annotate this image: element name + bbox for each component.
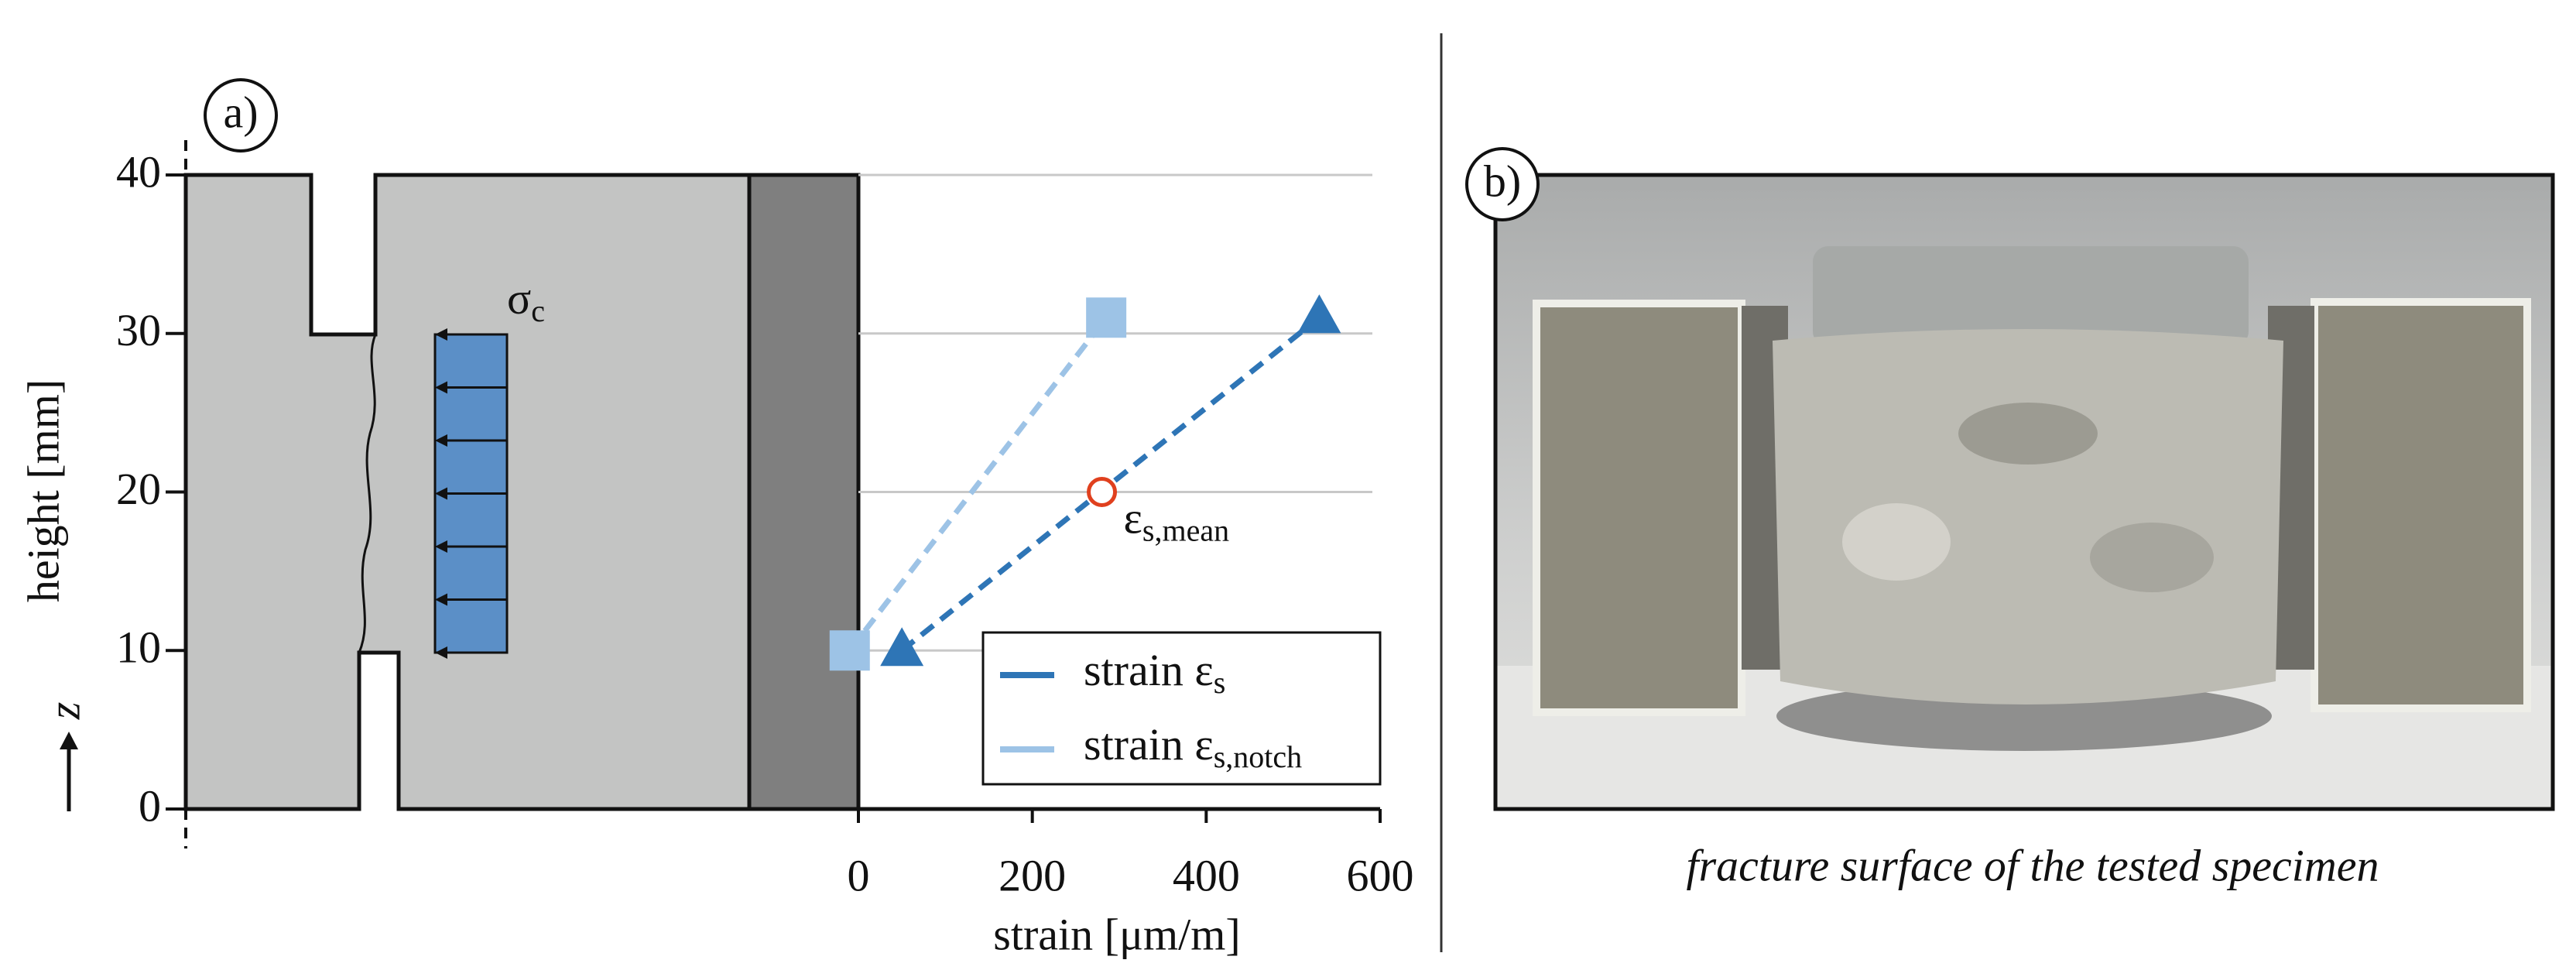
stress-arrowhead (435, 646, 447, 659)
y-tick-label: 10 (116, 622, 161, 673)
surface-spot (1958, 403, 2098, 465)
x-tick-label: 200 (999, 850, 1066, 900)
stress-arrowhead (435, 593, 447, 606)
z-label: z (39, 702, 89, 721)
y-tick-label: 20 (116, 464, 161, 514)
legend-label: strain εs (1084, 645, 1225, 700)
y-axis-label: height [mm] (18, 379, 68, 602)
stress-arrowhead (435, 487, 447, 500)
panel-label: b) (1484, 156, 1521, 206)
z-arrowhead (60, 732, 78, 749)
mean-marker (1087, 477, 1118, 507)
photo-caption: fracture surface of the tested specimen (1686, 840, 2379, 890)
marker (1086, 297, 1127, 338)
stress-subscript: c (531, 293, 545, 328)
marker (829, 630, 870, 671)
x-tick-label: 400 (1173, 850, 1240, 900)
surface-spot (1842, 503, 1951, 581)
x-tick-label: 600 (1347, 850, 1414, 900)
y-tick-label: 0 (139, 780, 161, 831)
photo-frame (1493, 173, 2555, 811)
left-block (1533, 300, 1745, 716)
stress-label: σc (507, 273, 545, 328)
stress-arrowhead (435, 328, 447, 341)
mean-symbol: ε (1124, 493, 1142, 543)
panel-label: a) (223, 87, 258, 137)
surface-spot (2090, 523, 2214, 592)
legend-name: strain ε (1084, 645, 1214, 695)
marker (1297, 294, 1341, 334)
stress-arrowhead (435, 381, 447, 394)
x-axis-label: strain [μm/m] (993, 909, 1240, 959)
panel-label-circle (204, 78, 278, 153)
cylinder-top (1813, 246, 2249, 347)
mean-label: εs,mean (1124, 493, 1230, 548)
x-tick-label: 0 (848, 850, 870, 900)
marker (880, 627, 924, 667)
legend-subscript: s (1214, 665, 1226, 700)
y-tick-label: 30 (116, 305, 161, 355)
y-tick-label: 40 (116, 146, 161, 197)
right-block (2311, 298, 2531, 712)
stress-arrowhead (435, 540, 447, 553)
photo (1495, 175, 2553, 809)
series-line (847, 316, 1108, 653)
stress-arrows (435, 328, 507, 659)
cylinder-body (1773, 329, 2283, 704)
steel-ring (747, 173, 861, 811)
stress-arrowhead (435, 434, 447, 447)
series-line (899, 315, 1321, 653)
legend-box (981, 631, 1382, 786)
crack (311, 333, 378, 653)
stress-symbol: σ (507, 273, 531, 324)
panel-label-circle (1465, 147, 1540, 221)
mean-subscript: s,mean (1142, 513, 1229, 548)
legend-name: strain ε (1084, 719, 1214, 770)
legend-label: strain εs,notch (1084, 719, 1302, 774)
legend-subscript: s,notch (1214, 739, 1302, 774)
